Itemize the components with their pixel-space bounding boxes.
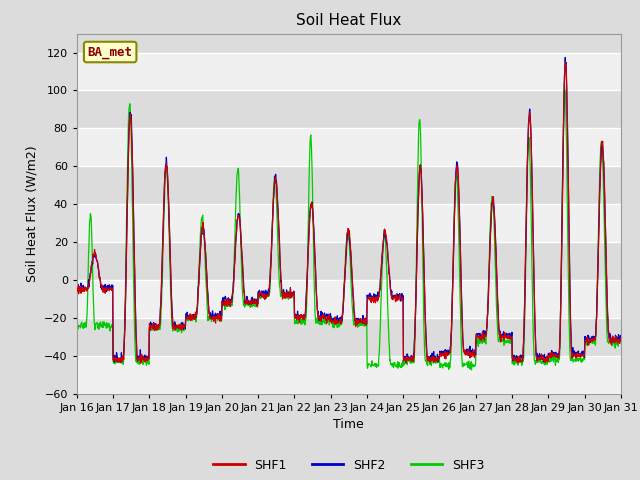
SHF3 [468, 367, 476, 373]
Y-axis label: Soil Heat Flux (W/m2): Soil Heat Flux (W/m2) [26, 145, 38, 282]
Line: SHF2: SHF2 [77, 58, 621, 362]
SHF3 [561, 81, 568, 86]
Bar [77, 52, 621, 90]
SHF1 [73, 283, 81, 289]
SHF2 [617, 337, 625, 343]
SHF2 [110, 359, 118, 365]
SHF1 [617, 336, 625, 342]
SHF1 [434, 359, 442, 364]
SHF2 [434, 351, 442, 357]
Title: Soil Heat Flux: Soil Heat Flux [296, 13, 401, 28]
SHF1 [255, 294, 263, 300]
Bar [77, 318, 621, 356]
SHF3 [255, 290, 262, 296]
SHF3 [73, 319, 81, 325]
SHF2 [561, 55, 569, 60]
SHF3 [433, 358, 441, 364]
SHF2 [73, 286, 81, 291]
SHF1 [181, 324, 189, 330]
Bar [77, 204, 621, 242]
Bar [77, 356, 621, 394]
Bar [77, 166, 621, 204]
SHF1 [553, 352, 561, 358]
SHF2 [195, 284, 202, 290]
SHF1 [137, 360, 145, 366]
SHF1 [562, 59, 570, 65]
SHF2 [181, 323, 189, 328]
SHF3 [553, 358, 561, 363]
SHF3 [194, 288, 202, 294]
Bar [77, 128, 621, 166]
SHF1 [505, 333, 513, 339]
SHF2 [505, 331, 513, 336]
Line: SHF3: SHF3 [77, 84, 621, 370]
Line: SHF1: SHF1 [77, 62, 621, 363]
Bar [77, 280, 621, 318]
Text: BA_met: BA_met [88, 46, 132, 59]
SHF2 [553, 351, 561, 357]
X-axis label: Time: Time [333, 418, 364, 431]
Bar [77, 242, 621, 280]
Bar [77, 90, 621, 128]
SHF3 [617, 336, 625, 342]
SHF2 [255, 292, 263, 298]
SHF1 [195, 293, 202, 299]
SHF3 [180, 322, 188, 328]
SHF3 [505, 340, 513, 346]
Legend: SHF1, SHF2, SHF3: SHF1, SHF2, SHF3 [209, 454, 489, 477]
